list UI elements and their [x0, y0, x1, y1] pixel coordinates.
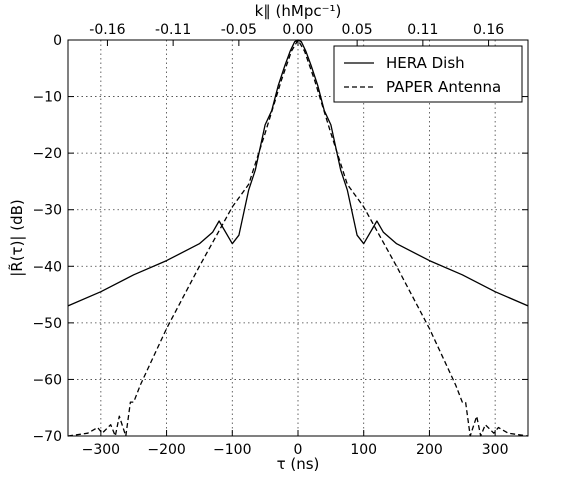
- y-tick-label: 0: [53, 33, 62, 49]
- y-tick-label: −20: [32, 146, 62, 162]
- top-tick-label: -0.11: [155, 22, 191, 38]
- axis-ticks: [68, 39, 528, 437]
- legend-label-hera-dish: HERA Dish: [386, 54, 465, 72]
- top-tick-label: -0.05: [221, 22, 257, 38]
- y-tick-label: −40: [32, 259, 62, 275]
- y-tick-label: −60: [32, 372, 62, 388]
- y-axis-label: |R̃(τ)| (dB): [7, 199, 26, 277]
- legend: HERA Dish PAPER Antenna: [333, 45, 523, 103]
- top-axis-label: k∥ (hMpc⁻¹): [255, 2, 342, 20]
- y-tick-label: −70: [32, 429, 62, 445]
- x-axis-label: τ (ns): [277, 455, 320, 473]
- y-tick-label: −50: [32, 316, 62, 332]
- legend-label-paper-antenna: PAPER Antenna: [386, 78, 501, 96]
- x-tick-label: 200: [416, 442, 443, 458]
- tick-labels: −300 −200 −100 0 100 200 300-0.16 -0.11 -0.05 0.0…: [32, 22, 508, 458]
- legend-box: [333, 45, 523, 103]
- top-tick-label: 0.00: [282, 22, 313, 38]
- x-tick-label: −300: [82, 442, 120, 458]
- y-tick-label: −30: [32, 203, 62, 219]
- x-tick-label: −100: [213, 442, 251, 458]
- x-tick-label: 100: [350, 442, 377, 458]
- y-tick-label: −10: [32, 90, 62, 106]
- top-tick-label: 0.11: [407, 22, 438, 38]
- x-tick-label: −200: [147, 442, 185, 458]
- top-tick-label: 0.05: [342, 22, 373, 38]
- x-tick-label: 0: [294, 442, 303, 458]
- top-tick-label: 0.16: [473, 22, 504, 38]
- x-tick-label: 300: [482, 442, 509, 458]
- top-tick-label: -0.16: [89, 22, 125, 38]
